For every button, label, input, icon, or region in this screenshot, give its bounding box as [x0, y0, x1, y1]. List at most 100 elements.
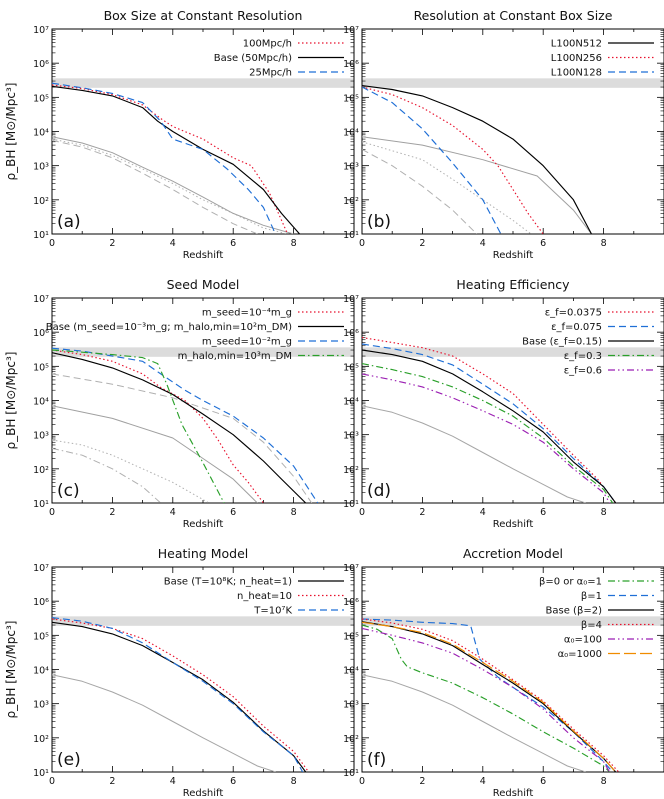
x-tick-label: 6 — [230, 507, 236, 518]
panel-label: (a) — [57, 212, 81, 232]
y-tick-label: 10² — [33, 465, 49, 476]
series-line-t-10-7-k — [52, 617, 304, 772]
y-tick-label: 10⁵ — [33, 362, 49, 373]
y-tick-label: 10⁵ — [343, 631, 359, 642]
series-line-m-seed-10-2-m-g — [52, 347, 319, 503]
series-line-100mpc-h — [52, 84, 289, 234]
x-tick-label: 8 — [291, 507, 297, 518]
series-group — [52, 82, 301, 234]
series-line-base-50mpc-h — [52, 85, 301, 234]
y-tick-label: 10² — [33, 196, 49, 207]
series-group — [52, 617, 310, 772]
panel-d: 0 2 4 6 8 10¹ 10² 10³ 10⁴ 10⁵ 10⁶ 10⁷ Heating Effici… — [343, 277, 664, 530]
y-tick-label: 10⁶ — [343, 597, 359, 608]
series-line-l100n128 — [362, 86, 502, 234]
y-tick-label: 10¹ — [343, 499, 359, 510]
y-tick-label: 10² — [343, 196, 359, 207]
series-line-l100n128-seed — [362, 148, 478, 234]
series-line-m-seed-10-2-m-g-seed — [52, 373, 313, 503]
y-tick-label: 10⁷ — [33, 294, 49, 305]
legend-label: ε_f=0.6 — [564, 366, 602, 377]
x-tick-label: 6 — [230, 238, 236, 249]
y-tick-label: 10⁶ — [33, 59, 49, 70]
y-tick-label: 10⁵ — [343, 362, 359, 373]
legend-label: ε_f=0.3 — [564, 351, 602, 362]
series-line-n-heat-10 — [52, 618, 310, 772]
y-axis-label: ρ_BH [M⊙/Mpc³] — [4, 621, 18, 719]
y-tick-label: 10⁷ — [33, 25, 49, 36]
y-tick-label: 10⁴ — [33, 128, 49, 139]
series-line-25mpc-h-seed — [52, 139, 258, 234]
plot-frame — [361, 297, 664, 504]
observed-density-band — [52, 347, 354, 357]
legend-label: m_seed=10⁻⁴m_g — [202, 308, 292, 319]
legend-label: β=4 — [581, 620, 602, 631]
y-tick-label: 10¹ — [343, 768, 359, 779]
x-tick-label: 8 — [291, 776, 297, 787]
x-axis-label: Redshift — [493, 788, 534, 799]
legend-label: α₀=1000 — [558, 649, 602, 660]
series-line-seed-population — [362, 674, 586, 772]
y-tick-label: 10⁶ — [343, 59, 359, 70]
x-tick-label: 6 — [540, 238, 546, 249]
x-axis-label: Redshift — [493, 519, 534, 530]
panel-title: Seed Model — [167, 277, 240, 292]
series-line-l100n512 — [362, 85, 593, 234]
legend-label: n_heat=10 — [237, 591, 292, 602]
panel-c: 0 2 4 6 8 10¹ 10² 10³ 10⁴ 10⁵ 10⁶ 10⁷ Seed Model Reds… — [4, 277, 355, 530]
series-group — [362, 336, 617, 503]
y-tick-label: 10⁴ — [343, 666, 359, 677]
y-tick-label: 10⁷ — [343, 25, 359, 36]
series-line-base-seed — [52, 405, 258, 503]
legend-label: m_halo,min=10³m_DM — [178, 351, 292, 362]
x-axis-label: Redshift — [183, 788, 224, 799]
legend-label: 100Mpc/h — [243, 39, 292, 50]
plot-frame — [361, 566, 664, 773]
legend-label: Base (T=10⁸K; n_heat=1) — [164, 577, 292, 588]
y-tick-label: 10⁷ — [343, 294, 359, 305]
legend-label: m_seed=10⁻²m_g — [202, 337, 292, 348]
y-tick-label: 10⁴ — [343, 128, 359, 139]
x-tick-label: 8 — [291, 238, 297, 249]
panel-title: Resolution at Constant Box Size — [414, 8, 613, 23]
x-axis-label: Redshift — [183, 519, 224, 530]
panel-title: Box Size at Constant Resolution — [104, 8, 303, 23]
series-line-m-halo-min-10-3-m-dm — [52, 349, 225, 503]
panel-title: Heating Efficiency — [456, 277, 570, 292]
panel-label: (b) — [367, 212, 391, 232]
panel-title: Accretion Model — [463, 546, 563, 561]
series-line-beta-0-or-alpha0-1 — [362, 624, 611, 772]
series-line-seed-population — [52, 674, 276, 772]
y-axis-label: ρ_BH [M⊙/Mpc³] — [4, 83, 18, 181]
y-tick-label: 10⁴ — [33, 397, 49, 408]
panel-e: 0 2 4 6 8 10¹ 10² 10³ 10⁴ 10⁵ 10⁶ 10⁷ Heating Model R… — [4, 546, 355, 799]
series-line-m-halo-min-10-3-m-dm-seed — [52, 447, 162, 503]
series-line-l100n512-seed — [362, 136, 592, 234]
legend-label: L100N512 — [551, 39, 602, 50]
x-tick-label: 4 — [480, 238, 486, 249]
legend-label: Base (50Mpc/h) — [214, 53, 292, 64]
x-tick-label: 4 — [170, 507, 176, 518]
plot-frame — [51, 566, 355, 773]
x-tick-label: 2 — [419, 776, 425, 787]
series-line-eps-f-0-3 — [362, 363, 614, 503]
series-line-base-m-seed-10-3-m-g-m-halo-min-10-2-m-dm — [52, 352, 307, 503]
x-tick-label: 0 — [49, 507, 55, 518]
series-group — [362, 85, 593, 234]
x-tick-label: 6 — [540, 776, 546, 787]
y-tick-label: 10⁴ — [343, 397, 359, 408]
series-line-m-seed-10-4-m-g — [52, 349, 264, 503]
series-line-alpha0-100 — [362, 627, 611, 772]
y-tick-label: 10³ — [33, 431, 49, 442]
x-tick-label: 8 — [601, 776, 607, 787]
x-tick-label: 2 — [109, 776, 115, 787]
series-line-eps-f-0-075 — [362, 343, 617, 503]
series-line-base-eps-f-0-15 — [362, 349, 617, 503]
x-tick-label: 0 — [359, 507, 365, 518]
legend-label: β=0 or α₀=1 — [539, 577, 602, 588]
x-tick-label: 4 — [170, 238, 176, 249]
y-tick-label: 10¹ — [33, 230, 49, 241]
y-tick-label: 10⁷ — [343, 563, 359, 574]
x-tick-label: 4 — [170, 776, 176, 787]
x-tick-label: 0 — [359, 238, 365, 249]
